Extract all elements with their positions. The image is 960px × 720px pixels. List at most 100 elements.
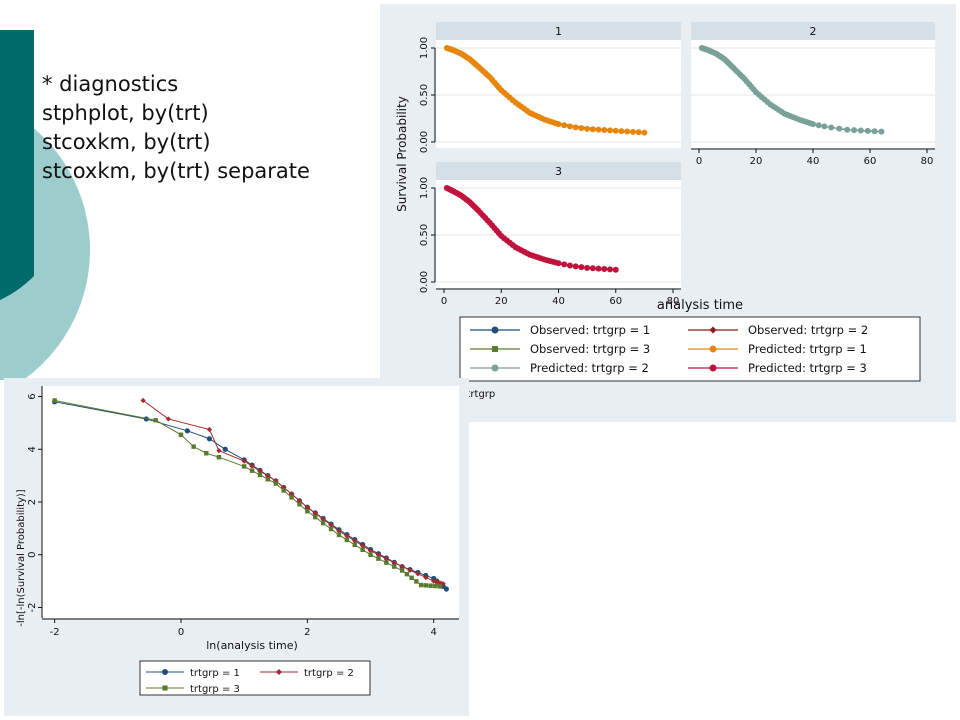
predicted-point bbox=[601, 266, 608, 273]
y-tick-label: 2 bbox=[27, 499, 38, 505]
facet-label: 3 bbox=[555, 165, 562, 178]
predicted-point bbox=[815, 122, 822, 129]
y-tick-label: 0.00 bbox=[419, 271, 430, 293]
predicted-point bbox=[578, 264, 585, 271]
data-point bbox=[206, 436, 213, 442]
y-tick-label: 0 bbox=[27, 552, 38, 558]
facet-label: 1 bbox=[555, 25, 562, 38]
data-point bbox=[344, 537, 350, 543]
legend: trtgrp = 1 trtgrp = 2 trtgrp = 3 bbox=[139, 660, 371, 696]
data-point bbox=[296, 498, 303, 504]
y-axis-title: Survival Probability bbox=[395, 96, 409, 212]
predicted-point bbox=[561, 122, 568, 129]
code-line: * diagnostics bbox=[42, 72, 179, 96]
data-point bbox=[216, 454, 222, 460]
x-tick-label: 60 bbox=[864, 156, 877, 167]
legend-marker bbox=[162, 685, 168, 691]
data-point bbox=[320, 520, 326, 526]
predicted-point bbox=[607, 266, 614, 273]
legend-item: Observed: trtgrp = 1 bbox=[470, 323, 650, 337]
data-point bbox=[384, 560, 389, 565]
data-point bbox=[320, 516, 326, 522]
code-block: * diagnostics stphplot, by(trt) stcoxkm,… bbox=[42, 70, 310, 186]
data-point bbox=[281, 488, 286, 493]
legend-label: Predicted: trtgrp = 2 bbox=[530, 361, 649, 375]
predicted-point bbox=[566, 262, 573, 269]
data-point bbox=[437, 584, 443, 589]
x-axis-title: ln(analysis time) bbox=[206, 639, 298, 652]
data-point bbox=[336, 532, 342, 538]
data-point bbox=[313, 514, 318, 520]
x-tick-label: 80 bbox=[921, 156, 934, 167]
survival-facet-chart: Survival Probability analysis time 1 0.00… bbox=[380, 4, 956, 422]
data-point bbox=[414, 579, 419, 584]
legend-marker bbox=[709, 326, 717, 334]
legend-item: Observed: trtgrp = 2 bbox=[688, 323, 868, 337]
series-3 bbox=[52, 398, 443, 589]
data-point bbox=[241, 464, 247, 469]
data-point bbox=[249, 468, 255, 473]
x-tick-label: 60 bbox=[609, 296, 622, 307]
data-point bbox=[305, 509, 310, 514]
plot-background bbox=[42, 386, 459, 618]
x-tick-label: 0 bbox=[441, 296, 447, 307]
y-tick-label: 0.50 bbox=[419, 84, 430, 106]
facet-strip bbox=[436, 22, 681, 40]
y-tick-label: 1.00 bbox=[419, 177, 430, 199]
dark-teal-arc bbox=[0, 30, 34, 300]
predicted-series bbox=[443, 45, 648, 136]
data-point bbox=[418, 582, 424, 588]
facet-strip bbox=[691, 22, 935, 40]
x-tick-label: 40 bbox=[552, 296, 565, 307]
y-tick-label: -2 bbox=[27, 602, 38, 612]
legend-label: trtgrp = 1 bbox=[190, 668, 240, 679]
x-tick-label: -2 bbox=[50, 627, 60, 638]
series-2 bbox=[140, 397, 446, 587]
predicted-point bbox=[584, 264, 591, 271]
predicted-point bbox=[612, 266, 619, 273]
x-axis-title: analysis time bbox=[657, 298, 743, 313]
facet-panel-2: 20 20 40 60 80 bbox=[691, 22, 935, 167]
code-line: stcoxkm, by(trt) separate bbox=[42, 159, 310, 183]
data-point bbox=[404, 571, 410, 577]
legend-item: trtgrp = 1 bbox=[146, 668, 240, 679]
data-point bbox=[368, 552, 373, 557]
predicted-point bbox=[572, 124, 579, 131]
data-point bbox=[222, 446, 228, 452]
legend-label: trtgrp = 3 bbox=[190, 684, 240, 695]
predicted-point bbox=[871, 128, 878, 135]
data-point bbox=[433, 583, 438, 589]
data-point bbox=[336, 528, 342, 534]
facet-strip bbox=[436, 162, 681, 180]
facet-label: 2 bbox=[810, 25, 817, 38]
predicted-point bbox=[566, 123, 573, 130]
legend-label: Observed: trtgrp = 2 bbox=[748, 323, 868, 337]
data-point bbox=[407, 567, 413, 573]
x-tick-label: 0 bbox=[696, 156, 702, 167]
legend-item: Predicted: trtgrp = 2 bbox=[470, 361, 649, 375]
legend-label: Observed: trtgrp = 1 bbox=[530, 323, 650, 337]
x-tick-label: 20 bbox=[495, 296, 508, 307]
predicted-point bbox=[555, 260, 562, 267]
data-point bbox=[376, 556, 381, 561]
lml-chart: -2 0 2 4 6 -2 0 2 4 -ln[-ln(Survival Probability… bbox=[4, 378, 469, 716]
legend-box bbox=[139, 660, 371, 696]
predicted-series bbox=[698, 45, 885, 135]
data-point bbox=[443, 586, 449, 592]
facet-panel-1: 1 0.00 0.50 1.00 bbox=[419, 22, 681, 153]
predicted-point bbox=[589, 265, 596, 272]
x-tick-label: 2 bbox=[304, 627, 310, 638]
data-point bbox=[328, 522, 334, 528]
x-tick-label: 80 bbox=[667, 296, 680, 307]
data-point bbox=[297, 502, 302, 507]
predicted-point bbox=[828, 124, 835, 131]
data-point bbox=[140, 397, 146, 404]
predicted-point bbox=[836, 125, 843, 132]
x-tick-label: 20 bbox=[750, 156, 763, 167]
legend-marker bbox=[491, 326, 499, 334]
predicted-series bbox=[443, 185, 619, 273]
data-point bbox=[352, 538, 358, 544]
predicted-point bbox=[864, 127, 871, 134]
legend-label: Predicted: trtgrp = 1 bbox=[748, 342, 867, 356]
